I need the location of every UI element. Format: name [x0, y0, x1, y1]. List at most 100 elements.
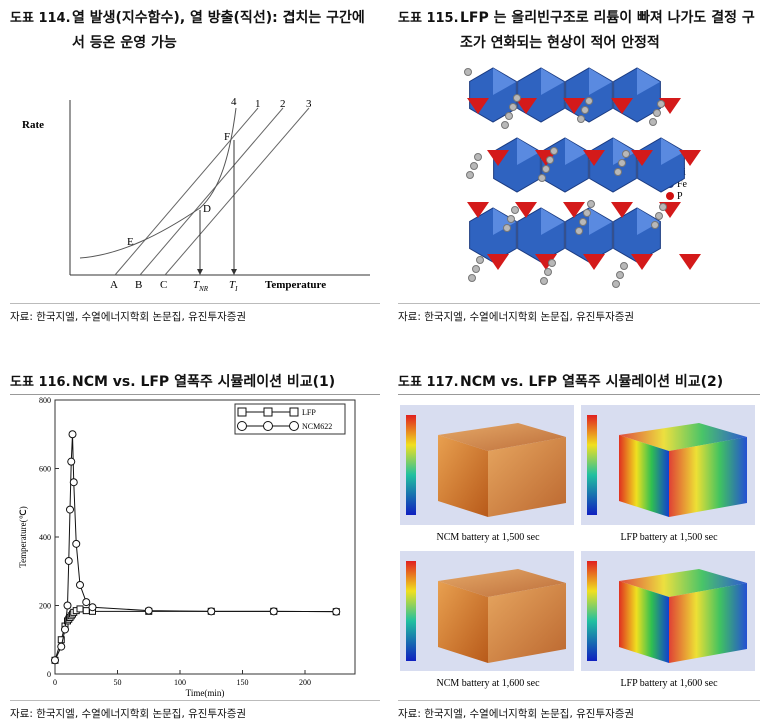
source: 자료: 한국지엘, 수열에너지학회 논문집, 유진투자증권: [398, 700, 760, 721]
tetrahedron: [535, 254, 557, 270]
atom: [659, 203, 667, 211]
label: D: [203, 203, 211, 215]
color-bar: [587, 561, 597, 661]
label: A: [110, 279, 118, 291]
atom: [466, 171, 474, 179]
point: [76, 605, 84, 613]
battery-top: [619, 569, 747, 597]
battery-top: [438, 569, 566, 597]
figure-title: NCM vs. LFP 열폭주 시뮬레이션 비교(2): [460, 374, 724, 390]
atom: [546, 156, 554, 164]
atom: [614, 168, 622, 176]
crystal-image: Li Fe P: [464, 67, 701, 288]
tetrahedron: [659, 98, 681, 114]
series-line: [54, 608, 337, 661]
line: [139, 107, 284, 276]
atom: [544, 268, 552, 276]
x-tick-label: 100: [174, 678, 186, 687]
point: [68, 430, 77, 439]
legend-label: NCM622: [302, 422, 332, 431]
color-bar: [406, 561, 416, 661]
octahedron-face: [565, 138, 588, 165]
atom: [511, 206, 519, 214]
octahedron-face: [589, 208, 612, 235]
legend-marker: [263, 421, 273, 431]
octahedron-face: [493, 208, 516, 235]
atom: [622, 150, 630, 158]
atom: [655, 212, 663, 220]
figure-number: 도표 117.: [398, 375, 459, 390]
figure-header: 도표 115. LFP 는 올리빈구조로 리튬이 빠져 나가도 결정 구조가 연…: [398, 6, 760, 56]
point: [51, 656, 59, 665]
atom: [575, 227, 583, 235]
y-tick-label: 800: [39, 396, 51, 405]
atom: [657, 100, 665, 108]
tetrahedron: [515, 202, 537, 218]
label: B: [135, 279, 142, 291]
atom: [649, 118, 657, 126]
x-tick-label: 200: [299, 678, 311, 687]
battery-front: [619, 435, 669, 517]
atom: [503, 224, 511, 232]
tetrahedron: [515, 98, 537, 114]
atom: [651, 221, 659, 229]
atom: [587, 200, 595, 208]
figure-header: 도표 116. NCM vs. LFP 열폭주 시뮬레이션 비교(1): [10, 370, 370, 395]
atom: [653, 109, 661, 117]
battery-front: [619, 581, 669, 663]
figure-title: LFP 는 올리빈구조로 리튬이 빠져 나가도 결정 구조가 연화되는 현상이 …: [460, 10, 755, 51]
atom: [501, 121, 509, 129]
battery-side: [669, 437, 747, 517]
source: 자료: 한국지엘, 수열에너지학회 논문집, 유진투자증권: [10, 700, 380, 721]
atom: [616, 271, 624, 279]
atom: [472, 265, 480, 273]
battery-top: [619, 423, 747, 451]
atom: [579, 218, 587, 226]
label: 1: [255, 98, 261, 110]
octahedron-face: [637, 208, 660, 235]
legend-label: P: [677, 191, 683, 202]
battery-front: [438, 581, 488, 663]
point: [67, 457, 76, 466]
x-tick-label: 150: [237, 678, 249, 687]
figure-title: NCM vs. LFP 열폭주 시뮬레이션 비교(1): [72, 374, 336, 390]
octahedron-face: [493, 68, 516, 95]
battery-side: [488, 583, 566, 663]
atom: [612, 280, 620, 288]
caption: NCM battery at 1,600 sec: [436, 678, 540, 689]
octahedron-face: [637, 68, 660, 95]
atom: [476, 256, 484, 264]
point: [144, 606, 153, 615]
point: [207, 607, 216, 616]
line: [164, 107, 310, 276]
label: Rate: [22, 119, 44, 131]
atom: [470, 162, 478, 170]
atom: [583, 209, 591, 217]
atom: [577, 115, 585, 123]
tetrahedron: [611, 98, 633, 114]
tetrahedron: [679, 150, 701, 166]
tetrahedron: [583, 254, 605, 270]
octahedron-face: [517, 138, 540, 165]
tetrahedron: [679, 254, 701, 270]
y-axis-label: Temperature(℃): [18, 506, 28, 567]
atom: [474, 153, 482, 161]
atom: [548, 259, 556, 267]
x-axis-label: Time(min): [186, 688, 225, 698]
rule: [398, 394, 760, 395]
atom: [585, 97, 593, 105]
y-tick-label: 400: [39, 533, 51, 542]
rule: [10, 394, 380, 395]
figure-number: 도표 114.: [10, 11, 71, 26]
legend-marker: [237, 407, 247, 417]
atom: [540, 277, 548, 285]
legend-marker: [237, 421, 247, 431]
figure-title: 열 발생(지수함수), 열 방출(직선): 겹치는 구간에서 등온 운영 가능: [72, 10, 365, 51]
label: E: [127, 236, 134, 248]
atom: [513, 94, 521, 102]
atom: [581, 106, 589, 114]
color-bar: [587, 415, 597, 515]
label: TNR: [193, 279, 209, 293]
atom: [538, 174, 546, 182]
